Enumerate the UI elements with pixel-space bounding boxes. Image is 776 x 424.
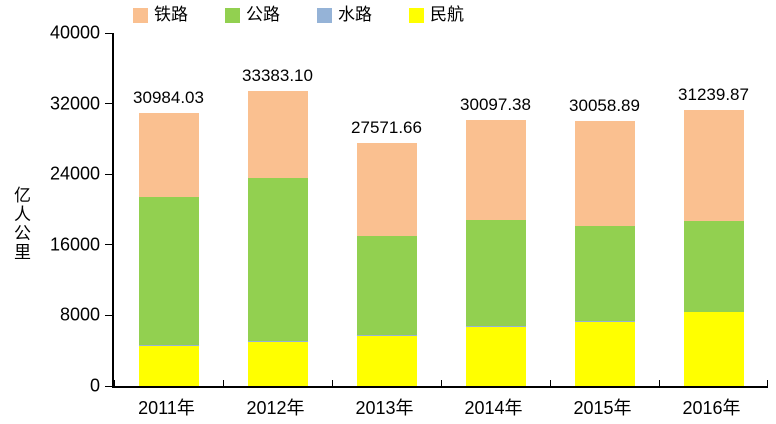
bar-total-label: 30097.38 [460,95,531,115]
x-axis-tick [223,380,224,386]
bar-segment-civil-aviation-2014 [465,326,526,386]
bar-segment-waterway-2011 [138,344,199,346]
y-axis-tick [105,244,112,246]
y-tick-label: 32000 [49,93,100,114]
bar-segment-railway-2011 [138,112,199,198]
bar-segment-civil-aviation-2012 [247,341,308,386]
legend-item-civil-aviation: 民航 [409,5,464,25]
bar-segment-railway-2016 [683,110,744,222]
bar-segment-highway-2015 [574,226,635,322]
bar-segment-railway-2013 [356,142,417,237]
x-axis-tick [550,380,551,386]
x-axis-tick [767,380,768,386]
bar-segment-waterway-2012 [247,340,308,342]
x-axis-label: 2015年 [573,398,632,418]
bar-segment-railway-2012 [247,91,308,178]
bar-total-label: 33383.10 [242,66,313,86]
bar-total-label: 31239.87 [678,85,749,105]
y-axis-title: 亿人公里 [11,186,30,262]
y-axis-tick [105,173,112,175]
x-axis-tick [441,380,442,386]
bar-segment-railway-2014 [465,120,526,220]
legend-label-highway: 公路 [246,5,280,24]
y-tick-label: 40000 [49,22,100,43]
bar-total-label: 30058.89 [569,95,640,115]
plot-area: 30984.03 33383.10 27571.66 30097.38 30058.89… [105,32,768,388]
bar-segment-civil-aviation-2013 [356,336,417,386]
bar-segment-highway-2014 [465,219,526,327]
bar-segment-civil-aviation-2016 [683,312,744,386]
x-axis-tick [332,380,333,386]
bar-segment-waterway-2014 [465,325,526,327]
legend-label-waterway: 水路 [338,5,372,24]
x-axis-label: 2011年 [138,398,195,418]
bar-segment-waterway-2013 [356,335,417,337]
bar-total-label: 27571.66 [351,117,422,137]
legend-swatch-waterway [317,7,332,23]
bar-segment-railway-2015 [574,120,635,227]
bar-segment-highway-2016 [683,221,744,312]
x-axis-label: 2012年 [246,398,305,418]
legend-item-highway: 公路 [225,5,280,25]
bar-segment-highway-2012 [247,178,308,341]
y-tick-label: 0 [89,375,100,396]
bar-segment-waterway-2015 [574,320,635,322]
bar-segment-civil-aviation-2015 [574,321,635,386]
legend-swatch-highway [225,7,240,23]
y-tick-label: 16000 [49,234,100,255]
legend-item-waterway: 水路 [317,5,372,25]
x-axis-label: 2014年 [464,398,523,418]
chart-legend: 铁路 公路 水路 民航 [133,5,464,25]
legend-item-railway: 铁路 [133,5,188,25]
legend-swatch-civil-aviation [409,7,424,23]
y-axis-tick [105,314,112,316]
x-axis-tick [114,380,115,386]
bar-segment-civil-aviation-2011 [138,345,199,386]
y-axis-tick [105,385,112,387]
bar-segment-waterway-2016 [683,311,744,313]
y-axis-tick [105,32,112,34]
y-tick-label: 24000 [49,163,100,184]
y-tick-label: 8000 [59,304,100,325]
x-axis-label: 2016年 [682,398,741,418]
bar-segment-highway-2013 [356,236,417,336]
legend-label-civil-aviation: 民航 [430,5,464,24]
legend-swatch-railway [133,7,148,23]
x-axis-tick [659,380,660,386]
x-axis-label: 2013年 [355,398,414,418]
bar-segment-highway-2011 [138,197,199,346]
bar-total-label: 30984.03 [133,87,204,107]
y-axis-tick [105,103,112,105]
legend-label-railway: 铁路 [154,5,188,24]
